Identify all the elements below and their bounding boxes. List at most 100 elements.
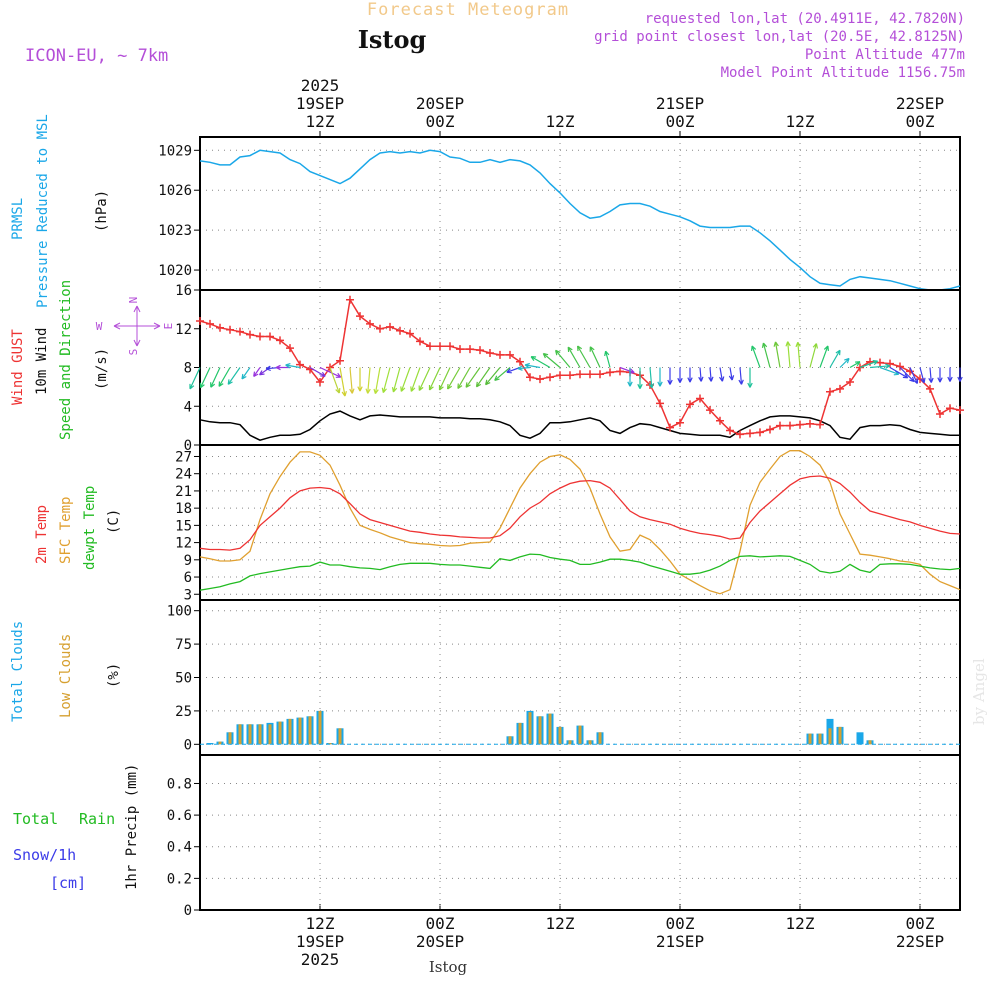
gust-point: [556, 371, 564, 380]
temp-grid: [200, 445, 960, 600]
low-cloud-bar: [568, 740, 572, 745]
temp-ytick-label: 21: [175, 484, 192, 500]
gust-point: [946, 404, 954, 413]
wind-arrow: [909, 367, 919, 384]
precip-label-rain: Rain: [79, 810, 115, 828]
low-cloud-bar: [248, 724, 252, 745]
prmsl-line: [199, 149, 961, 291]
wind-ytick-label: 4: [184, 399, 192, 415]
wind-ytick-label: 8: [184, 361, 192, 377]
compass-e: E: [162, 323, 175, 330]
clouds-ytick-label: 100: [167, 604, 192, 620]
low-cloud-bar: [298, 717, 302, 745]
low-cloud-bar: [308, 716, 312, 745]
temp-ytick-label: 18: [175, 501, 192, 517]
gust-point: [836, 384, 844, 393]
wind-arrow: [795, 341, 801, 368]
temp-labels: 2m Temp SFC Temp dewpt Temp (C): [34, 486, 122, 570]
gust-point: [276, 336, 284, 345]
wind-arrow: [400, 367, 411, 392]
clouds-ytick-label: 25: [175, 704, 192, 720]
wind-label-gust: Wind GUST: [10, 329, 26, 405]
total-cloud-bar: [206, 743, 214, 745]
bottom-axis-label: 00Z: [426, 914, 455, 933]
gust-point: [926, 384, 934, 393]
compass-arrows-icon: [113, 305, 161, 347]
precip-label-unit: 1hr Precip (mm): [124, 764, 140, 890]
grid-point-coords: grid point closest lon,lat (20.5E, 42.81…: [594, 29, 965, 45]
wind-arrow: [189, 367, 201, 390]
gust-point: [666, 423, 674, 432]
gust-point: [816, 420, 824, 429]
gust-point: [456, 345, 464, 354]
wind-arrow: [524, 362, 541, 369]
precip-label-total: Total: [13, 810, 58, 828]
top-axis-label: 12Z: [546, 112, 575, 131]
gust-point: [956, 406, 964, 415]
gust-point: [266, 332, 274, 341]
gust-point: [566, 371, 574, 380]
precip-ytick-label: 0.6: [167, 808, 192, 824]
bottom-axis-label: 20SEP: [416, 932, 464, 951]
wind-arrow: [485, 367, 501, 386]
wind-arrow: [687, 367, 693, 383]
temp-ytick-label: 3: [184, 587, 192, 603]
precip-ytick-label: 0.8: [167, 776, 192, 792]
wind-arrow: [391, 367, 401, 393]
gust-point: [726, 426, 734, 435]
wind-arrow: [937, 367, 943, 383]
bottom-axis-label: 22SEP: [896, 932, 944, 951]
gust-point: [596, 370, 604, 379]
gust-point: [786, 421, 794, 430]
model-label: ICON-EU, ~ 7km: [25, 46, 168, 66]
low-cloud-bar: [318, 710, 322, 745]
wind-arrow: [465, 367, 481, 388]
watermark: by Angel: [970, 658, 988, 725]
low-cloud-bar: [328, 743, 332, 745]
temp-label-sfc: SFC Temp: [58, 497, 74, 564]
gust-point: [616, 367, 624, 376]
gust-point: [656, 399, 664, 408]
gust-point: [776, 421, 784, 430]
gust-point: [236, 327, 244, 336]
low-cloud-bar: [838, 726, 842, 745]
wind-arrow: [829, 349, 841, 368]
top-axis-label: 00Z: [906, 112, 935, 131]
wind-compass: N W E S: [96, 297, 175, 356]
pressure-ytick-label: 1020: [158, 263, 192, 279]
wind-arrow: [667, 367, 673, 385]
top-axis-label: 20SEP: [416, 94, 464, 113]
wind-arrow: [627, 367, 633, 387]
temp-ytick-label: 27: [175, 449, 192, 465]
point-altitude: Point Altitude 477m: [805, 47, 965, 63]
wind-arrow: [373, 367, 381, 395]
wind-label-speed-dir: Speed and Direction: [58, 280, 74, 440]
precip-grid: [200, 755, 960, 911]
wind-arrow: [839, 357, 850, 368]
wind-arrow: [577, 345, 591, 368]
gust-point: [486, 348, 494, 357]
dewpt-line: [199, 553, 961, 591]
wind-arrow: [859, 360, 879, 369]
pressure-ytick-label: 1026: [158, 183, 192, 199]
gust-point: [766, 425, 774, 434]
wind-arrow: [542, 352, 561, 368]
top-title: Forecast Meteogram: [367, 0, 569, 20]
wind-arrow: [761, 342, 771, 368]
wind-arrow: [698, 367, 704, 382]
cloud-label-unit: (%): [106, 663, 122, 688]
gust-point: [356, 312, 364, 321]
wind-arrow: [604, 350, 611, 368]
header: Forecast Meteogram Istog ICON-EU, ~ 7km …: [25, 0, 965, 81]
cloud-label-low: Low Clouds: [58, 634, 74, 718]
gust-point: [466, 345, 474, 354]
wind-arrow: [555, 349, 571, 368]
clouds-panel: 0 25 50 75 100: [167, 599, 961, 756]
bottom-axis-label: 2025: [301, 950, 340, 969]
gust-point: [336, 356, 344, 365]
wind-arrow: [589, 346, 601, 368]
temp-label-unit: (C): [106, 509, 122, 534]
precip-panel: 0 0.2 0.4 0.6 0.8: [167, 754, 961, 919]
bottom-axis-label: 12Z: [546, 914, 575, 933]
